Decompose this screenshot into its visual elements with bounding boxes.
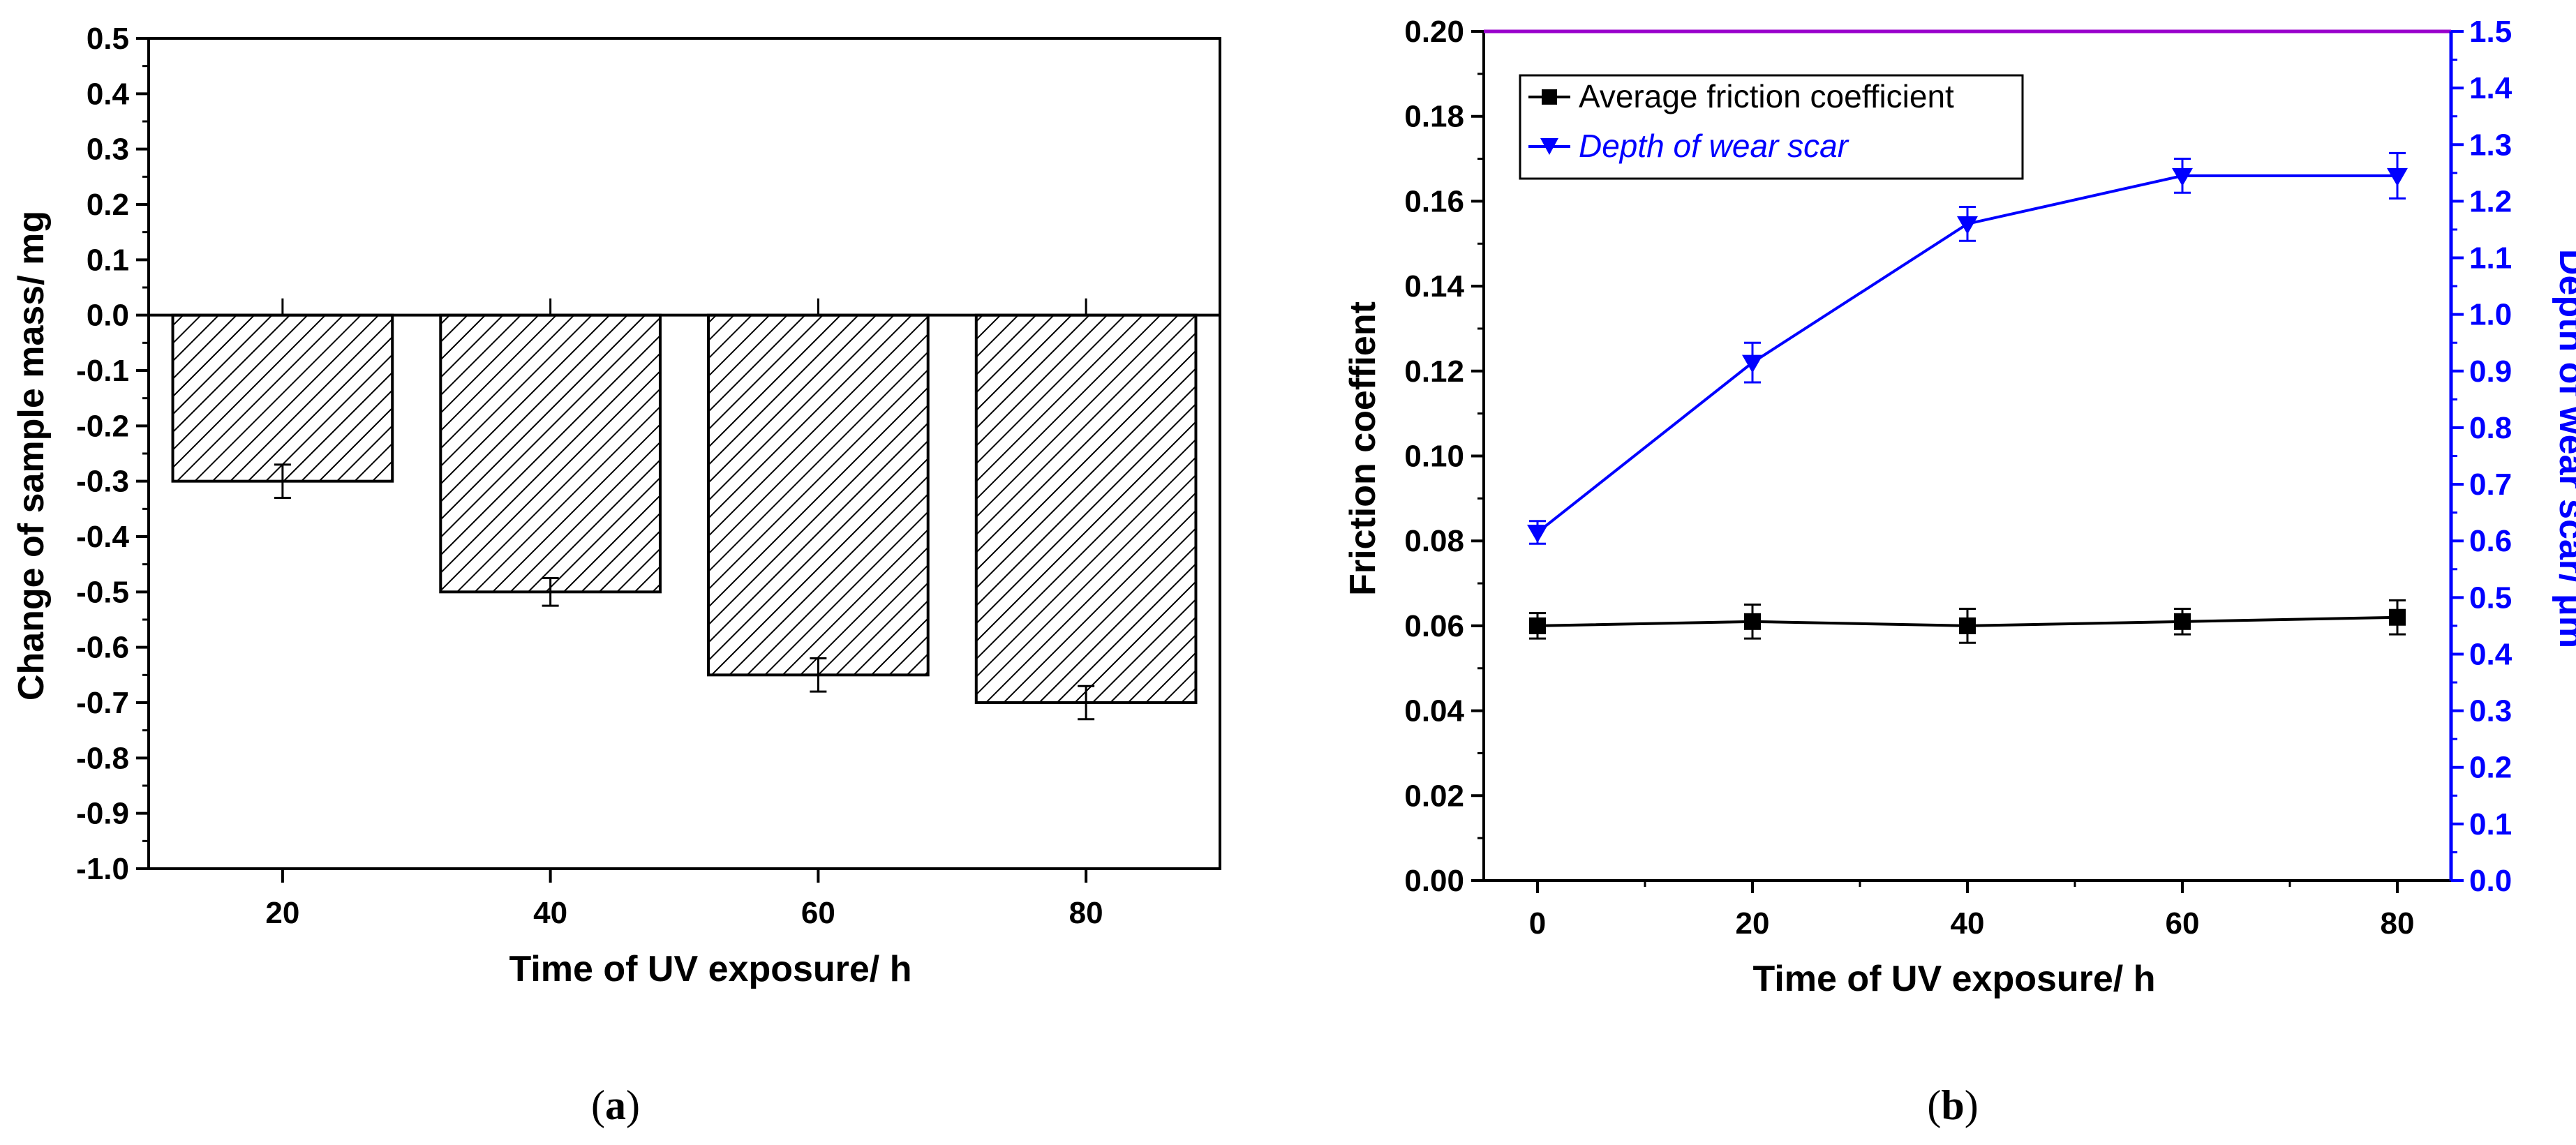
x-tick-label: 20 xyxy=(1736,906,1770,941)
data-point-square xyxy=(1959,617,1976,634)
y-tick-label: -0.9 xyxy=(76,797,129,831)
legend-label-friction: Average friction coefficient xyxy=(1579,78,1954,114)
x-axis-title: Time of UV exposure/ h xyxy=(509,949,912,989)
left-y-tick-label: 0.00 xyxy=(1404,864,1464,898)
right-y-tick-label: 0.0 xyxy=(2469,864,2512,898)
data-point-triangle xyxy=(1957,216,1978,234)
y-tick-label: -0.3 xyxy=(76,465,129,499)
line-chart-panel-b: 0.200.180.160.140.120.100.080.060.040.02… xyxy=(1343,15,2576,999)
right-y-tick-label: 1.2 xyxy=(2469,184,2512,218)
left-y-tick-label: 0.02 xyxy=(1404,779,1464,813)
left-y-tick-label: 0.20 xyxy=(1404,15,1464,49)
right-y-tick-label: 1.3 xyxy=(2469,128,2512,162)
x-tick-label: 60 xyxy=(801,896,835,930)
data-point-triangle xyxy=(1742,354,1763,373)
left-y-tick-label: 0.18 xyxy=(1404,100,1464,134)
data-point-square xyxy=(1529,617,1546,634)
right-y-tick-label: 0.4 xyxy=(2469,637,2512,671)
data-point-triangle xyxy=(2172,167,2193,186)
bar-chart-panel-a: 0.5 0.4 0.3 0.2 0.1 0.0 -0.1 -0.2 -0.3 -0.4 -0.5 -0… xyxy=(11,22,1221,989)
right-y-tick-label: 1.0 xyxy=(2469,298,2512,332)
left-y-tick-label: 0.08 xyxy=(1404,524,1464,558)
bar xyxy=(439,313,662,594)
y-tick-label: 0.5 xyxy=(87,22,129,56)
x-tick-label: 60 xyxy=(2166,906,2200,941)
bar xyxy=(707,313,930,677)
data-point-triangle xyxy=(2387,167,2408,186)
y-tick-label: 0.3 xyxy=(87,133,129,167)
legend-marker-square xyxy=(1542,89,1557,105)
x-tick-label: 20 xyxy=(265,896,299,930)
y-tick-label: -1.0 xyxy=(76,852,129,886)
bar xyxy=(974,313,1198,704)
legend-box xyxy=(1519,74,2024,180)
right-y-tick-label: 0.7 xyxy=(2469,467,2512,502)
x-tick-label: 40 xyxy=(1951,906,1985,941)
right-y-tick-label: 0.5 xyxy=(2469,581,2512,615)
x-axis-title: Time of UV exposure/ h xyxy=(1753,959,2156,999)
left-y-tick-label: 0.12 xyxy=(1404,354,1464,389)
left-y-tick-label: 0.14 xyxy=(1404,269,1464,304)
right-y-axis-title: Depth of wear scar/ μm xyxy=(2552,249,2576,648)
right-y-tick-label: 0.1 xyxy=(2469,807,2512,841)
left-y-tick-label: 0.10 xyxy=(1404,440,1464,474)
y-tick-label: -0.6 xyxy=(76,631,129,665)
data-point-square xyxy=(1744,613,1761,630)
y-tick-label: 0.4 xyxy=(87,77,130,111)
data-point-square xyxy=(2389,608,2406,626)
caption-b: (b) xyxy=(1927,1082,1978,1128)
right-y-tick-label: 0.6 xyxy=(2469,524,2512,558)
x-tick-label: 80 xyxy=(1069,896,1103,930)
data-point-square xyxy=(2174,613,2191,630)
y-tick-label: -0.5 xyxy=(76,575,129,609)
legend-marker-triangle xyxy=(1540,138,1558,155)
y-tick-label: 0.2 xyxy=(87,188,129,222)
left-y-tick-label: 0.04 xyxy=(1404,694,1464,728)
right-y-tick-label: 0.3 xyxy=(2469,694,2512,728)
y-tick-label: 0.0 xyxy=(87,299,129,333)
legend: Average friction coefficient Depth of we… xyxy=(1519,74,2024,180)
right-y-tick-label: 0.8 xyxy=(2469,411,2512,445)
y-tick-label: 0.1 xyxy=(87,243,129,277)
x-tick-label: 80 xyxy=(2381,906,2415,941)
x-tick-label: 40 xyxy=(533,896,567,930)
legend-label-depth: Depth of wear scar xyxy=(1579,128,1849,164)
left-y-tick-label: 0.06 xyxy=(1404,609,1464,643)
right-y-tick-label: 1.1 xyxy=(2469,241,2512,276)
left-y-tick-label: 0.16 xyxy=(1404,184,1464,218)
bar xyxy=(171,313,394,483)
y-tick-label: -0.7 xyxy=(76,686,129,720)
y-tick-label: -0.2 xyxy=(76,409,129,443)
y-tick-label: -0.4 xyxy=(76,520,129,554)
right-y-tick-label: 0.2 xyxy=(2469,751,2512,785)
right-y-tick-label: 0.9 xyxy=(2469,354,2512,389)
y-axis-title: Change of sample mass/ mg xyxy=(11,211,52,701)
caption-a: (a) xyxy=(591,1082,640,1128)
data-point-triangle xyxy=(1527,525,1548,544)
right-y-tick-label: 1.4 xyxy=(2469,71,2512,105)
left-y-axis-title: Friction coeffient xyxy=(1343,301,1383,596)
y-tick-label: -0.1 xyxy=(76,354,129,388)
x-tick-label: 0 xyxy=(1529,906,1546,941)
y-tick-label: -0.8 xyxy=(76,741,129,775)
right-y-tick-label: 1.5 xyxy=(2469,15,2512,49)
